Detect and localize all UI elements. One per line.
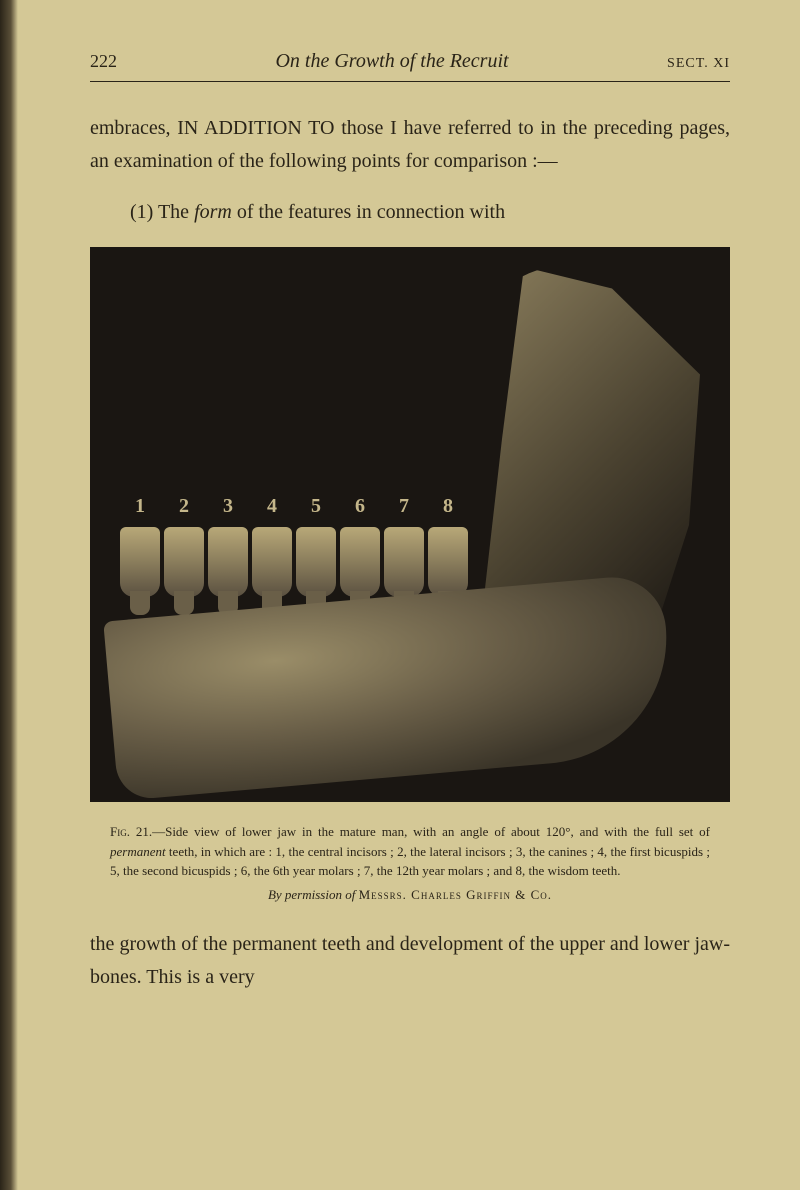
credit-name: Messrs. Charles Griffin & Co. <box>359 887 552 902</box>
tooth-label-3: 3 <box>223 495 233 518</box>
tooth-8: 8 <box>428 527 468 597</box>
tooth-label-2: 2 <box>179 495 189 518</box>
p2-suffix: of the features in connection with <box>232 201 505 223</box>
tooth-4: 4 <box>252 527 292 597</box>
jaw-svg: 1 2 3 4 5 6 7 8 <box>90 247 730 802</box>
tooth-label-1: 1 <box>135 495 145 518</box>
binding-shadow <box>0 0 18 1190</box>
tooth-1: 1 <box>120 527 160 597</box>
paragraph-1: embraces, IN ADDITION TO those I have re… <box>90 112 730 178</box>
teeth-row: 1 2 3 4 5 6 7 8 <box>120 527 468 597</box>
page-header: 222 On the Growth of the Recruit SECT. X… <box>90 50 730 73</box>
closing-paragraph: the growth of the permanent teeth and de… <box>90 928 730 994</box>
figure-credit: By permission of Messrs. Charles Griffin… <box>90 887 730 903</box>
page-number: 222 <box>90 51 117 72</box>
tooth-6: 6 <box>340 527 380 597</box>
caption-text-a: —Side view of lower jaw in the mature ma… <box>152 824 710 839</box>
p2-italic: form <box>194 201 232 223</box>
tooth-label-8: 8 <box>443 495 453 518</box>
tooth-label-6: 6 <box>355 495 365 518</box>
p2-prefix: (1) The <box>130 201 194 223</box>
tooth-2: 2 <box>164 527 204 597</box>
header-rule <box>90 81 730 82</box>
figure-caption: Fig. 21.—Side view of lower jaw in the m… <box>90 822 730 881</box>
tooth-label-5: 5 <box>311 495 321 518</box>
caption-label: Fig. 21. <box>110 824 152 839</box>
running-title: On the Growth of the Recruit <box>117 50 667 73</box>
figure-jaw-illustration: 1 2 3 4 5 6 7 8 <box>90 247 730 802</box>
credit-prefix: By permission of <box>268 887 359 902</box>
tooth-3: 3 <box>208 527 248 597</box>
page-content: 222 On the Growth of the Recruit SECT. X… <box>0 0 800 1062</box>
section-marker: SECT. XI <box>667 56 730 72</box>
caption-italic-permanent: permanent <box>110 844 166 859</box>
p1-text-a: embraces, <box>90 117 177 139</box>
tooth-label-4: 4 <box>267 495 277 518</box>
tooth-5: 5 <box>296 527 336 597</box>
tooth-7: 7 <box>384 527 424 597</box>
p1-caps: IN ADDITION TO <box>177 117 334 139</box>
tooth-label-7: 7 <box>399 495 409 518</box>
paragraph-2: (1) The form of the features in connecti… <box>90 196 730 229</box>
caption-text-b: teeth, in which are : 1, the central inc… <box>110 844 710 879</box>
